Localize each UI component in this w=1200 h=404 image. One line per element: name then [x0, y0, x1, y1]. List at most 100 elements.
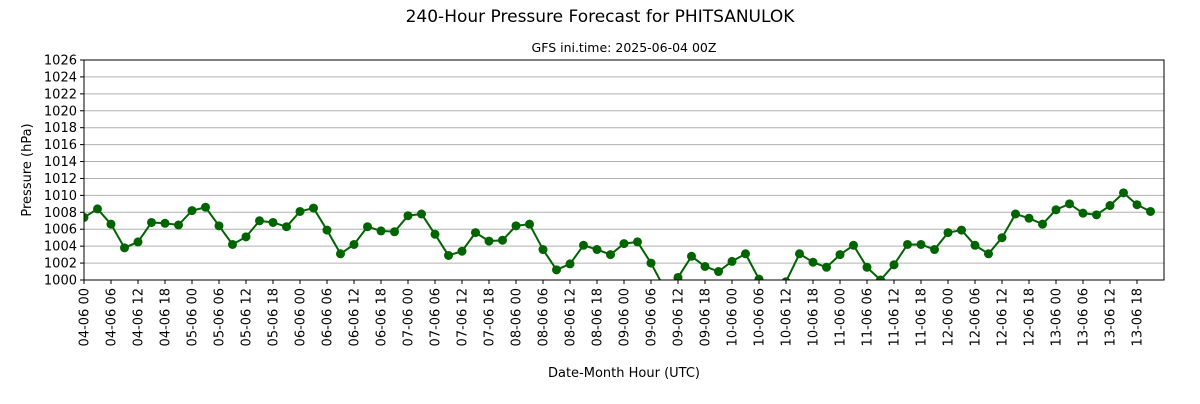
data-point — [471, 228, 480, 238]
x-tick-label: 10-06 00 — [726, 288, 741, 346]
data-point — [147, 217, 156, 227]
data-point — [808, 257, 818, 267]
chart-subtitle: GFS ini.time: 2025-06-04 00Z — [532, 40, 717, 55]
data-point — [579, 240, 588, 250]
data-point — [228, 239, 237, 249]
x-tick-label: 11-06 18 — [915, 288, 930, 346]
data-point — [1092, 210, 1101, 220]
x-tick-label: 12-06 00 — [942, 288, 957, 346]
y-tick-label: 1006 — [44, 223, 77, 238]
x-tick-label: 07-06 06 — [429, 288, 444, 346]
data-point — [187, 206, 197, 216]
x-tick-label: 13-06 00 — [1050, 288, 1065, 346]
x-tick-label: 06-06 00 — [294, 288, 309, 346]
data-point — [754, 274, 764, 280]
y-tick-label: 1000 — [44, 274, 77, 289]
data-point — [498, 235, 507, 245]
data-point — [525, 219, 534, 229]
data-point — [336, 249, 345, 259]
data-point — [174, 220, 183, 230]
data-point — [376, 226, 386, 236]
y-tick-label: 1016 — [44, 138, 77, 153]
data-point — [322, 225, 332, 235]
data-point — [970, 240, 980, 250]
data-point — [930, 245, 939, 255]
data-point — [565, 259, 575, 269]
x-tick-label: 12-06 06 — [969, 288, 984, 346]
data-point — [295, 206, 305, 216]
data-point — [511, 221, 521, 231]
data-point — [484, 236, 494, 246]
x-tick-label: 10-06 18 — [807, 288, 822, 346]
data-point — [1119, 188, 1128, 198]
data-point — [876, 275, 885, 280]
chart-title: 240-Hour Pressure Forecast for PHITSANUL… — [406, 7, 796, 27]
data-point — [214, 221, 224, 231]
x-tick-label: 04-06 12 — [132, 288, 147, 346]
data-point — [714, 267, 723, 277]
x-tick-label: 10-06 12 — [780, 288, 795, 346]
y-tick-label: 1026 — [44, 54, 77, 69]
y-tick-label: 1014 — [44, 155, 77, 170]
data-point — [444, 250, 453, 260]
y-tick-label: 1002 — [44, 257, 77, 272]
data-point — [646, 258, 656, 268]
x-tick-label: 07-06 00 — [402, 288, 417, 346]
data-point — [727, 256, 737, 266]
x-tick-label: 05-06 00 — [186, 288, 201, 346]
data-point — [619, 239, 629, 249]
y-tick-label: 1012 — [44, 172, 77, 187]
data-point — [1051, 205, 1061, 215]
data-point — [1132, 200, 1142, 210]
data-point — [93, 204, 102, 214]
data-point — [903, 239, 912, 249]
data-point — [1024, 213, 1034, 223]
x-tick-label: 08-06 06 — [537, 288, 552, 346]
x-tick-label: 11-06 00 — [834, 288, 849, 346]
data-point — [795, 249, 804, 259]
series-group — [84, 188, 1155, 293]
y-axis: 1000 1002 1004 1006 1008 1010 1012 1014 1016 1018… — [44, 54, 84, 289]
data-point — [160, 218, 170, 228]
x-tick-label: 04-06 06 — [105, 288, 120, 346]
x-tick-label: 11-06 12 — [888, 288, 903, 346]
x-tick-label: 10-06 06 — [753, 288, 768, 346]
series-layer — [84, 188, 1155, 293]
y-tick-label: 1018 — [44, 121, 77, 136]
data-point — [1065, 199, 1074, 209]
data-point — [84, 212, 89, 222]
data-point — [660, 284, 669, 293]
x-tick-label: 09-06 12 — [672, 288, 687, 346]
data-point — [822, 262, 831, 272]
data-point — [849, 240, 858, 250]
data-point — [403, 211, 413, 221]
data-point — [957, 225, 966, 235]
x-tick-label: 11-06 06 — [861, 288, 876, 346]
data-point — [741, 249, 750, 259]
data-point — [430, 229, 440, 239]
data-point — [133, 237, 143, 247]
x-tick-label: 09-06 18 — [699, 288, 714, 346]
data-point — [997, 233, 1007, 243]
data-point — [633, 237, 642, 247]
data-point — [538, 245, 548, 255]
data-point — [417, 209, 426, 219]
x-tick-label: 06-06 06 — [321, 288, 336, 346]
data-point — [889, 260, 899, 270]
data-point — [349, 239, 359, 249]
x-tick-label: 08-06 18 — [591, 288, 606, 346]
data-point — [835, 250, 845, 260]
data-point — [606, 250, 615, 260]
data-point — [916, 239, 926, 249]
data-point — [255, 216, 264, 226]
y-axis-label: Pressure (hPa) — [20, 123, 35, 216]
x-tick-label: 06-06 12 — [348, 288, 363, 346]
x-tick-label: 12-06 12 — [996, 288, 1011, 346]
x-tick-label: 09-06 00 — [618, 288, 633, 346]
data-point — [201, 202, 210, 212]
data-point — [1078, 208, 1088, 218]
x-tick-label: 13-06 18 — [1131, 288, 1146, 346]
x-tick-label: 05-06 18 — [267, 288, 282, 346]
